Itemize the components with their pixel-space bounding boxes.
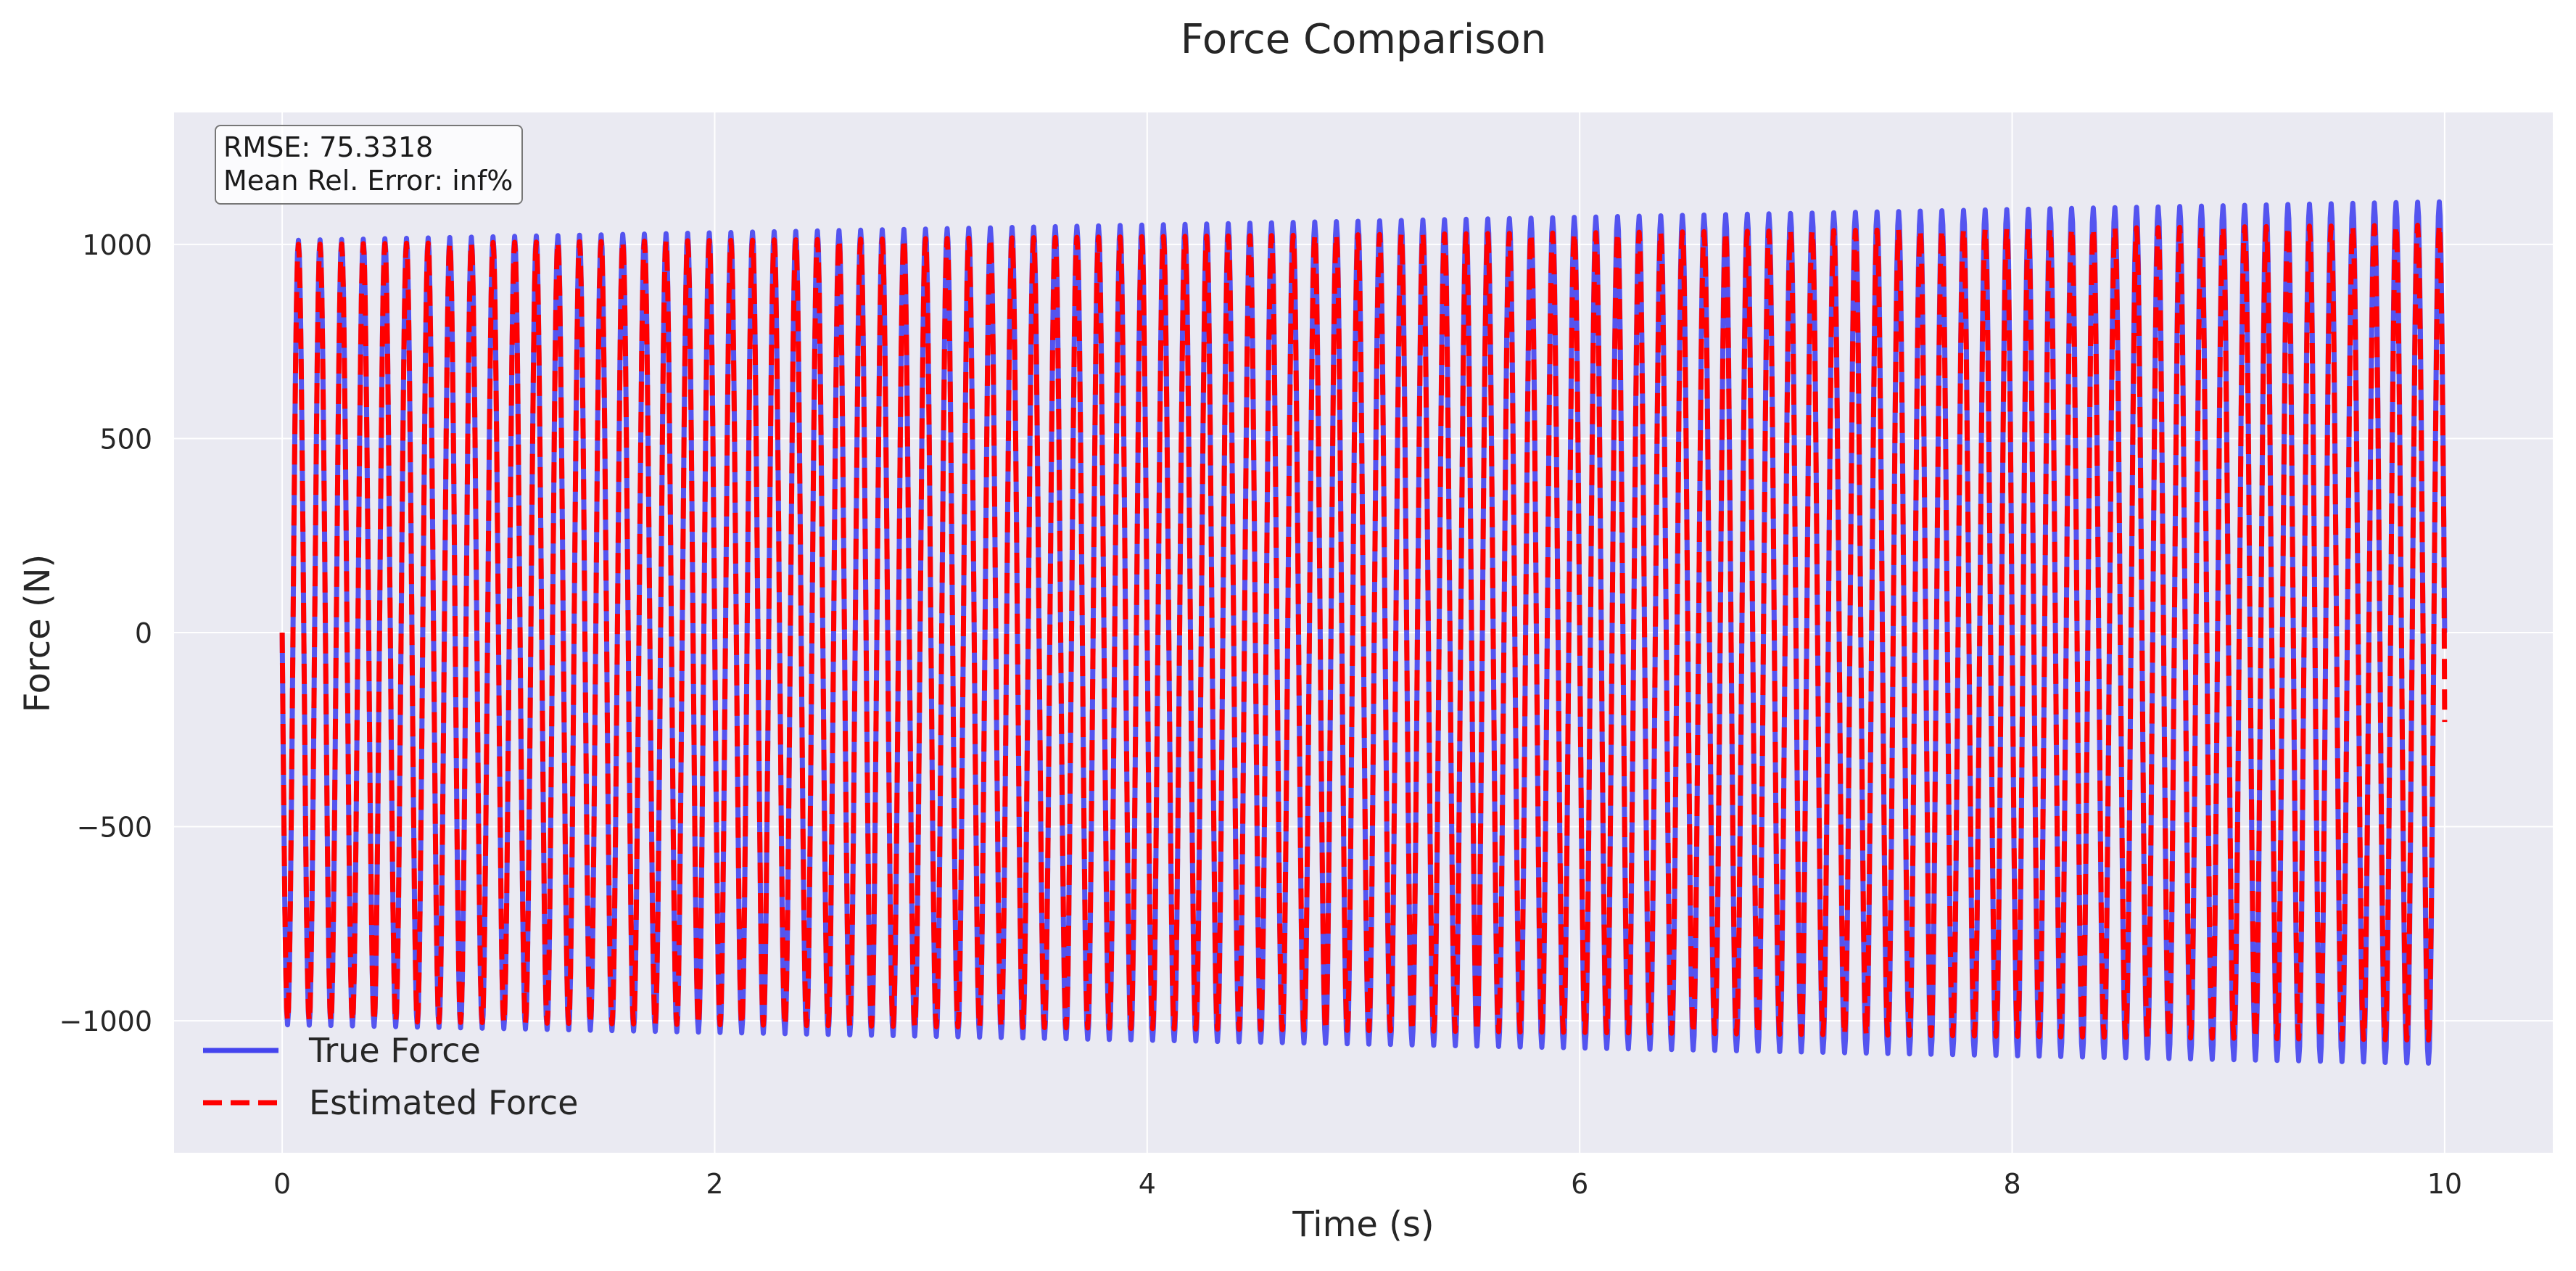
legend-item-true-force: True Force <box>203 1024 578 1077</box>
legend: True Force Estimated Force <box>203 1024 578 1129</box>
y-tick-label: 500 <box>99 423 152 455</box>
legend-swatch-true-force <box>203 1048 278 1053</box>
x-tick-label: 2 <box>706 1168 723 1200</box>
legend-label-true-force: True Force <box>309 1031 481 1070</box>
x-axis-label: Time (s) <box>1292 1204 1434 1245</box>
legend-swatch-estimated-force <box>203 1100 278 1106</box>
y-tick-label: −1000 <box>59 1005 152 1037</box>
y-tick-label: 1000 <box>82 229 152 261</box>
x-tick-label: 0 <box>273 1168 291 1200</box>
y-tick-label: −500 <box>77 812 152 844</box>
series-layer <box>279 199 2448 1066</box>
stats-annotation: RMSE: 75.3318 Mean Rel. Error: inf% <box>215 125 524 205</box>
ticks: 0 2 4 6 8 10 −1000 −500 0 500 1000 <box>59 229 2462 1200</box>
x-tick-label: 6 <box>1571 1168 1588 1200</box>
chart-title: Force Comparison <box>1180 16 1547 63</box>
rmse-text: RMSE: 75.3318 <box>223 131 434 163</box>
legend-item-estimated-force: Estimated Force <box>203 1077 578 1129</box>
mean-rel-error-text: Mean Rel. Error: inf% <box>223 165 513 197</box>
x-tick-label: 4 <box>1139 1168 1156 1200</box>
x-tick-label: 10 <box>2427 1168 2462 1200</box>
series-line-estimated-force <box>279 222 2448 1043</box>
y-tick-label: 0 <box>135 617 152 649</box>
y-axis-label: Force (N) <box>17 554 58 713</box>
legend-label-estimated-force: Estimated Force <box>309 1083 579 1122</box>
x-tick-label: 8 <box>2003 1168 2020 1200</box>
